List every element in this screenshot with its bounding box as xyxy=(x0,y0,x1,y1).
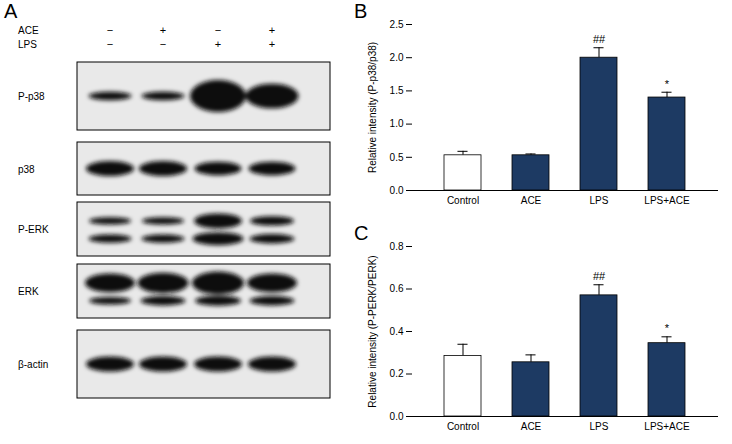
svg-text:−: − xyxy=(160,38,166,50)
svg-text:β-actin: β-actin xyxy=(18,359,48,370)
html-text:C: C xyxy=(354,222,369,244)
svg-text:0.8: 0.8 xyxy=(390,241,404,252)
svg-text:+: + xyxy=(269,38,275,50)
svg-text:0.6: 0.6 xyxy=(390,283,404,294)
svg-text:ACE: ACE xyxy=(521,421,542,432)
svg-text:−: − xyxy=(215,24,221,36)
svg-text:0.5: 0.5 xyxy=(390,152,404,163)
svg-text:P-p38: P-p38 xyxy=(18,91,45,102)
svg-text:−: − xyxy=(107,24,113,36)
svg-text:LPS: LPS xyxy=(590,421,609,432)
svg-text:*: * xyxy=(665,322,670,334)
svg-text:0.0: 0.0 xyxy=(390,411,404,422)
svg-text:LPS+ACE: LPS+ACE xyxy=(644,195,690,206)
svg-text:LPS: LPS xyxy=(590,195,609,206)
svg-text:2.5: 2.5 xyxy=(390,19,404,30)
svg-text:Control: Control xyxy=(447,421,479,432)
svg-text:0.0: 0.0 xyxy=(390,185,404,196)
svg-text:Relative intensity (P-PERK/PER: Relative intensity (P-PERK/PERK) xyxy=(367,255,378,407)
svg-text:2.0: 2.0 xyxy=(390,52,404,63)
svg-text:1.0: 1.0 xyxy=(390,118,404,129)
svg-text:Relative intensity (P-p38/p38): Relative intensity (P-p38/p38) xyxy=(367,42,378,173)
svg-text:*: * xyxy=(665,78,670,90)
svg-text:−: − xyxy=(107,38,113,50)
svg-text:ACE: ACE xyxy=(18,25,39,36)
svg-text:+: + xyxy=(215,38,221,50)
svg-text:A: A xyxy=(4,0,18,22)
svg-text:+: + xyxy=(160,24,166,36)
svg-text:##: ## xyxy=(593,270,606,282)
svg-text:P-ERK: P-ERK xyxy=(18,224,49,235)
svg-text:+: + xyxy=(269,24,275,36)
svg-text:1.5: 1.5 xyxy=(390,85,404,96)
svg-text:p38: p38 xyxy=(18,164,35,175)
svg-text:0.2: 0.2 xyxy=(390,368,404,379)
svg-text:LPS+ACE: LPS+ACE xyxy=(644,421,690,432)
svg-text:Control: Control xyxy=(447,195,479,206)
html-text:B: B xyxy=(354,0,368,22)
svg-text:ACE: ACE xyxy=(521,195,542,206)
svg-text:##: ## xyxy=(593,33,606,45)
svg-text:ERK: ERK xyxy=(18,286,39,297)
svg-text:LPS: LPS xyxy=(18,39,37,50)
svg-text:0.4: 0.4 xyxy=(390,326,404,337)
